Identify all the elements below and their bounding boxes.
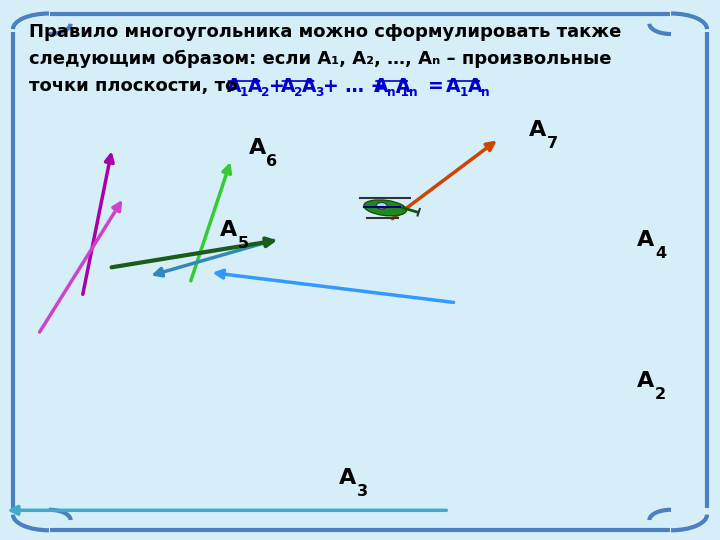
Text: 3: 3 [356, 484, 367, 499]
Text: A: A [374, 77, 389, 96]
Text: =: = [428, 77, 444, 96]
Text: 5: 5 [238, 235, 248, 251]
Text: A: A [396, 77, 410, 96]
Text: 7: 7 [547, 136, 558, 151]
Text: A: A [248, 77, 263, 96]
Text: n: n [409, 86, 418, 99]
Ellipse shape [364, 200, 407, 216]
Text: + … +: + … + [323, 77, 386, 96]
Text: 3: 3 [315, 86, 324, 99]
Text: A: A [637, 230, 654, 251]
Text: +: + [269, 77, 284, 96]
Ellipse shape [377, 202, 387, 209]
Text: 1: 1 [459, 86, 468, 99]
Text: 2: 2 [261, 86, 270, 99]
Text: A: A [637, 370, 654, 391]
Text: 1: 1 [240, 86, 248, 99]
Text: A: A [338, 468, 356, 488]
Text: A: A [468, 77, 482, 96]
Text: 4: 4 [655, 246, 666, 261]
Text: n: n [481, 86, 490, 99]
Text: A: A [220, 219, 237, 240]
Text: следующим образом: если А₁, А₂, …, Аₙ – произвольные: следующим образом: если А₁, А₂, …, Аₙ – … [29, 50, 611, 68]
Text: A: A [446, 77, 461, 96]
Text: A: A [302, 77, 317, 96]
Text: A: A [281, 77, 295, 96]
Text: A: A [227, 77, 241, 96]
Text: A: A [529, 119, 546, 140]
Text: 2: 2 [294, 86, 302, 99]
Text: 2: 2 [655, 387, 666, 402]
Text: точки плоскости, то: точки плоскости, то [29, 77, 237, 94]
Text: n-1: n-1 [387, 86, 410, 99]
Text: 6: 6 [266, 154, 277, 170]
Text: A: A [248, 138, 266, 159]
Text: Правило многоугольника можно сформулировать также: Правило многоугольника можно сформулиров… [29, 23, 621, 40]
